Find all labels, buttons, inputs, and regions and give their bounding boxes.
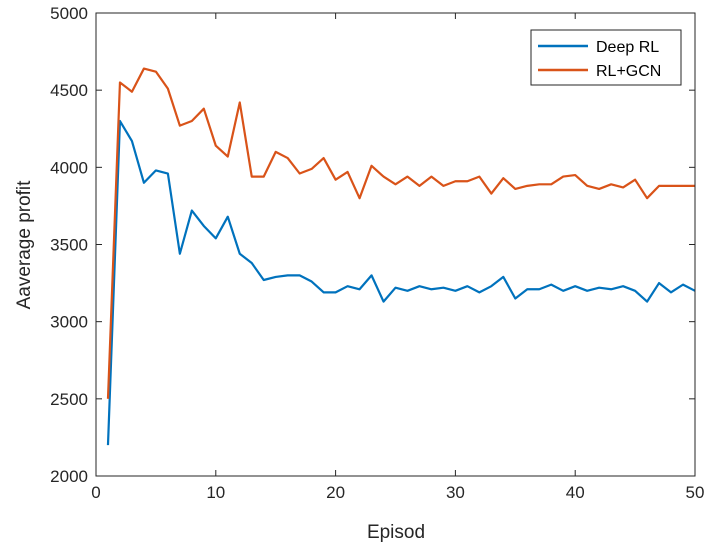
legend-label-deep-rl: Deep RL [596, 39, 659, 56]
x-tick-label: 30 [446, 483, 465, 502]
y-tick-label: 2000 [50, 467, 88, 486]
plot-background [96, 13, 695, 476]
series-layer [106, 67, 696, 446]
series-line-rl-gcn [106, 67, 695, 399]
legend: Deep RL RL+GCN [530, 29, 682, 86]
y-tick-label: 3000 [50, 313, 88, 332]
y-tick-label: 5000 [50, 4, 88, 23]
y-axis-title: Aaverage profit [14, 180, 35, 310]
x-tick-label: 10 [206, 483, 225, 502]
x-tick-label: 50 [686, 483, 705, 502]
legend-label-rl-gcn: RL+GCN [596, 63, 661, 80]
x-tick-label: 20 [326, 483, 345, 502]
y-tick-label: 4000 [50, 158, 88, 177]
y-tick-label: 3500 [50, 236, 88, 255]
series-line-deep-rl [106, 119, 696, 446]
legend-box [530, 29, 682, 86]
x-axis-title: Episod [367, 522, 425, 543]
ticks-layer: 0 10 20 30 40 50 2000 2500 3000 3500 4000 4500 5000 [50, 4, 704, 502]
y-tick-label: 4500 [50, 81, 88, 100]
y-tick-label: 2500 [50, 390, 88, 409]
x-tick-label: 0 [91, 483, 100, 502]
x-tick-label: 40 [566, 483, 585, 502]
